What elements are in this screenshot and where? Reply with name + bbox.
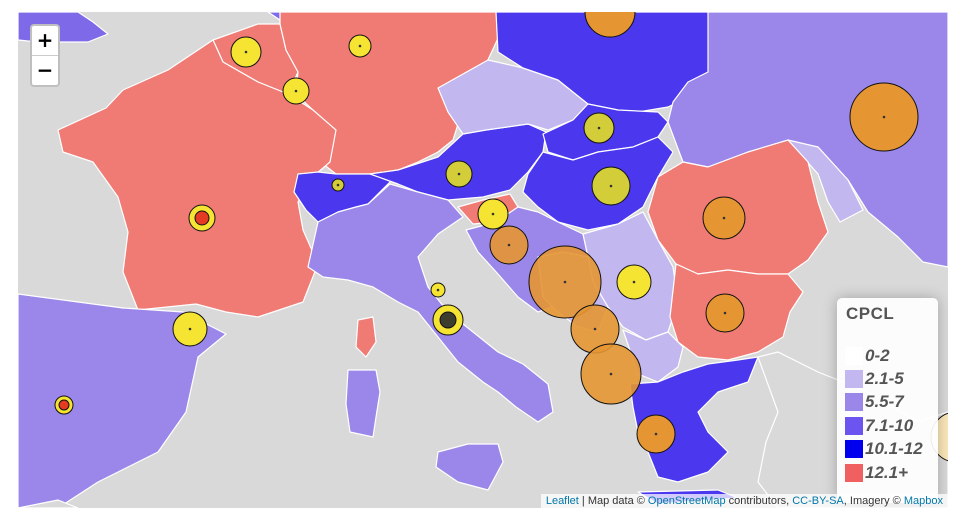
marker-spain-inner bbox=[58, 399, 70, 411]
attribution-text: contributors, bbox=[725, 495, 793, 507]
legend-item: 5.5-7 bbox=[845, 391, 930, 414]
legend-label: 0-2 bbox=[865, 345, 890, 365]
legend-swatch bbox=[845, 370, 863, 389]
region-italy bbox=[307, 183, 554, 423]
region-iberia bbox=[18, 293, 227, 508]
attribution-text: , Imagery © bbox=[843, 495, 904, 507]
legend-title: CPCL bbox=[846, 304, 895, 323]
zoom-control: + − bbox=[30, 24, 60, 87]
leaflet-link[interactable]: Leaflet bbox=[545, 495, 579, 507]
marker-centers bbox=[188, 44, 886, 436]
region-czechia bbox=[437, 59, 589, 135]
legend-item: 10.1-12 bbox=[845, 438, 930, 461]
marker-italy-inner bbox=[439, 311, 457, 329]
legend-item: 0-2 bbox=[845, 344, 930, 367]
osm-link[interactable]: OpenStreetMap bbox=[647, 495, 726, 507]
legend-swatch bbox=[845, 440, 863, 459]
legend: CPCL 0-2 2.1-5 5.5-7 7.1-10 10.1-12 12.1… bbox=[837, 298, 938, 503]
map-container[interactable]: + − CPCL 0-2 2.1-5 5.5-7 7.1-10 10.1-12 … bbox=[18, 12, 948, 508]
zoom-out-button[interactable]: − bbox=[32, 55, 58, 85]
legend-swatch bbox=[845, 346, 863, 365]
legend-swatch bbox=[845, 416, 863, 435]
region-africa bbox=[18, 499, 79, 508]
legend-label: 5.5-7 bbox=[865, 392, 904, 412]
region-france bbox=[57, 39, 337, 318]
mapbox-link[interactable]: Mapbox bbox=[903, 495, 943, 507]
legend-label: 10.1-12 bbox=[865, 439, 923, 459]
marker-france-inner bbox=[194, 210, 210, 226]
region-sardinia bbox=[345, 369, 381, 438]
region-corsica bbox=[355, 316, 377, 358]
legend-swatch bbox=[845, 393, 863, 412]
legend-swatch bbox=[845, 463, 863, 482]
legend-item: 2.1-5 bbox=[845, 367, 930, 390]
attribution: Leaflet | Map data © OpenStreetMap contr… bbox=[540, 494, 948, 508]
zoom-in-button[interactable]: + bbox=[36, 28, 54, 52]
legend-label: 7.1-10 bbox=[865, 415, 914, 435]
marker-top-poland bbox=[584, 12, 636, 38]
legend-label: 12.1+ bbox=[865, 462, 909, 482]
attribution-text: | Map data © bbox=[578, 495, 648, 507]
license-link[interactable]: CC-BY-SA bbox=[792, 495, 844, 507]
region-sicily bbox=[435, 443, 504, 491]
legend-item: 7.1-10 bbox=[845, 414, 930, 437]
map-svg bbox=[18, 12, 948, 508]
legend-item: 12.1+ bbox=[845, 461, 930, 484]
legend-label: 2.1-5 bbox=[865, 369, 904, 389]
